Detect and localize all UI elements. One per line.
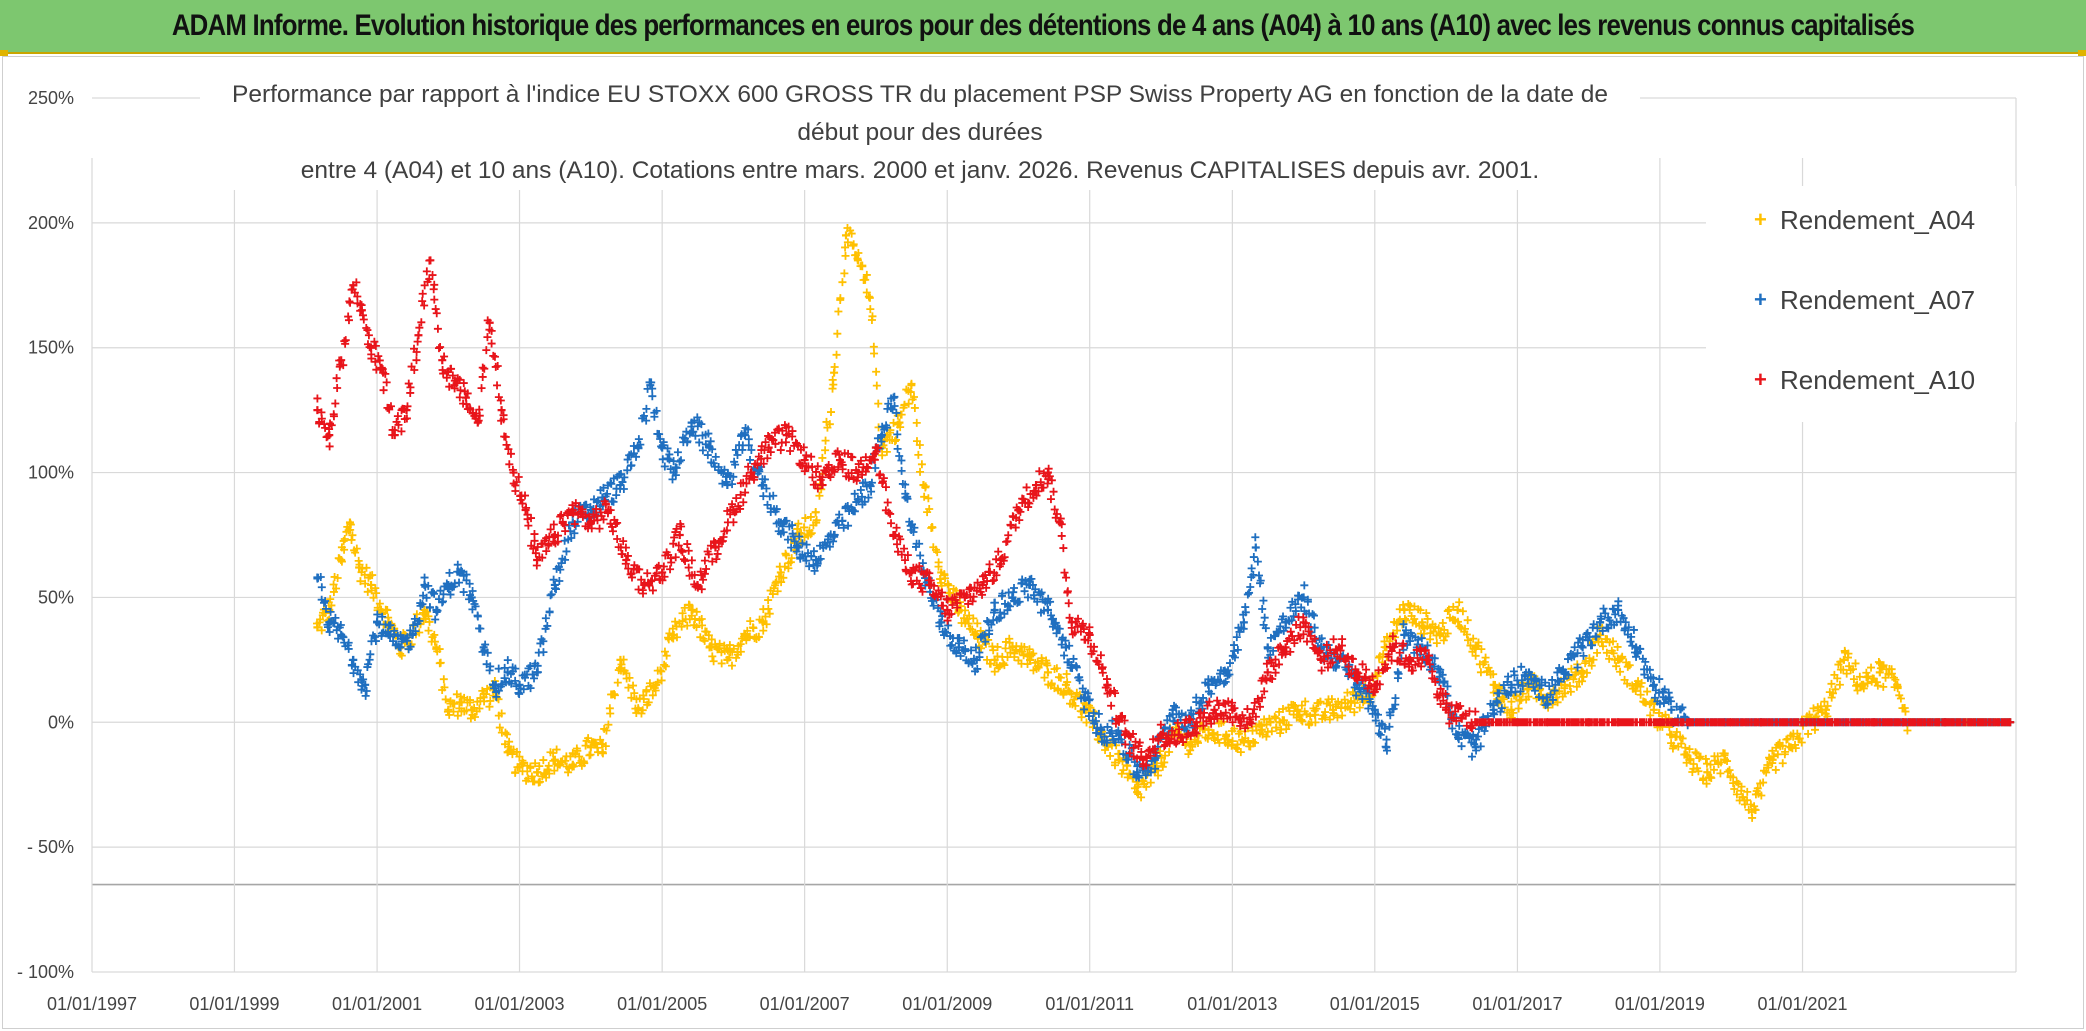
y-tick-label: 150% — [28, 338, 74, 358]
data-point — [658, 568, 667, 577]
y-tick-label: 250% — [28, 88, 74, 108]
y-tick-label: 200% — [28, 213, 74, 233]
x-tick-label: 01/01/2005 — [617, 994, 707, 1014]
x-tick-label: 01/01/2009 — [902, 994, 992, 1014]
legend-label-a04: Rendement_A04 — [1780, 204, 1976, 235]
data-point — [497, 406, 506, 415]
legend-label-a07: Rendement_A07 — [1780, 284, 1976, 315]
y-tick-label: - 50% — [27, 837, 74, 857]
x-tick-label: 01/01/1997 — [47, 994, 137, 1014]
data-point — [776, 568, 785, 577]
data-point — [794, 543, 803, 552]
header-bar: ADAM Informe. Evolution historique des p… — [0, 0, 2086, 54]
y-tick-label: 100% — [28, 463, 74, 483]
data-point — [675, 531, 684, 539]
data-point — [841, 231, 850, 240]
series-Rendement_A10 — [313, 256, 2015, 771]
data-point — [764, 443, 773, 452]
data-point — [550, 755, 559, 764]
legend: + Rendement_A04 + Rendement_A07 + Rendem… — [1706, 186, 2016, 422]
data-point — [1632, 643, 1641, 652]
x-tick-label: 01/01/2007 — [760, 994, 850, 1014]
data-point — [1263, 668, 1272, 677]
header-corner-right — [2078, 50, 2086, 56]
y-tick-label: 0% — [48, 712, 74, 732]
data-point — [1703, 768, 1712, 777]
x-tick-label: 01/01/1999 — [189, 994, 279, 1014]
data-point — [1251, 543, 1260, 552]
series-dense-cloud — [312, 223, 2013, 822]
legend-marker-a07-icon: + — [1754, 287, 1767, 312]
y-tick-label: - 100% — [17, 962, 74, 982]
data-series — [312, 223, 2015, 822]
chart-subtitle: Performance par rapport à l'indice EU ST… — [200, 76, 1640, 190]
header-title: ADAM Informe. Evolution historique des p… — [171, 9, 1915, 42]
x-tick-label: 01/01/2003 — [474, 994, 564, 1014]
x-tick-label: 01/01/2017 — [1472, 994, 1562, 1014]
x-tick-label: 01/01/2019 — [1615, 994, 1705, 1014]
y-tick-labels: 250% 200% 150% 100% 50% 0% - 50% - 100% — [17, 88, 74, 982]
x-tick-label: 01/01/2011 — [1045, 994, 1134, 1014]
legend-marker-a10-icon: + — [1754, 367, 1767, 392]
legend-label-a10: Rendement_A10 — [1780, 364, 1976, 395]
data-point — [1043, 668, 1052, 677]
data-point — [800, 456, 809, 465]
data-point-cloud — [312, 223, 2013, 822]
data-point — [1875, 668, 1884, 677]
series-dense-cloud — [313, 256, 2013, 771]
y-tick-label: 50% — [38, 587, 74, 607]
data-point-cloud — [313, 256, 2013, 771]
x-tick-label: 01/01/2021 — [1757, 994, 1847, 1014]
x-tick-label: 01/01/2015 — [1330, 994, 1420, 1014]
legend-item-a04: + Rendement_A04 — [1754, 200, 1975, 240]
x-tick-labels: 01/01/1997 01/01/1999 01/01/2001 01/01/2003… — [47, 994, 1848, 1014]
chart-frame — [2, 56, 2084, 1029]
data-point — [1471, 643, 1480, 652]
data-point — [313, 406, 322, 415]
x-tick-label: 01/01/2013 — [1187, 994, 1277, 1014]
legend-item-a10: + Rendement_A10 — [1754, 360, 1975, 400]
legend-item-a07: + Rendement_A07 — [1754, 280, 1975, 320]
data-point — [1578, 643, 1587, 652]
data-point — [1667, 705, 1676, 714]
x-tick-label: 01/01/2001 — [332, 994, 422, 1014]
legend-marker-a04-icon: + — [1754, 207, 1767, 232]
header-corner-left — [0, 50, 8, 56]
data-point — [865, 293, 874, 302]
